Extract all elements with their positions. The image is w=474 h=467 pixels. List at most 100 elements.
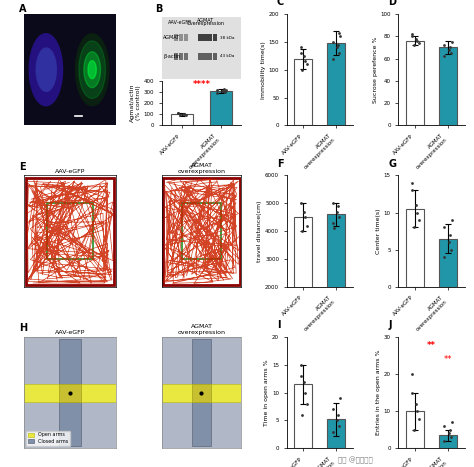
- Point: [297, 44, 304, 51]
- Bar: [59, 393, 81, 446]
- Point: [300, 208, 308, 215]
- Text: B: B: [155, 5, 163, 14]
- Point: [335, 30, 343, 37]
- Point: [303, 222, 310, 229]
- Text: β-actin: β-actin: [163, 54, 180, 59]
- Point: [445, 430, 453, 437]
- Text: AGMAT: AGMAT: [197, 18, 214, 23]
- Text: AAV-eGFP: AAV-eGFP: [168, 20, 192, 25]
- Point: [410, 224, 418, 231]
- Point: [297, 372, 304, 380]
- Polygon shape: [36, 48, 56, 91]
- Text: I: I: [277, 320, 280, 330]
- Bar: [174, 34, 178, 41]
- Point: [413, 408, 420, 415]
- Point: [303, 400, 310, 408]
- Bar: [24, 384, 116, 402]
- Point: [409, 179, 416, 187]
- Text: E: E: [19, 162, 26, 172]
- Point: [221, 85, 228, 93]
- Y-axis label: Sucrose perefence %: Sucrose perefence %: [373, 36, 377, 103]
- Bar: [210, 91, 232, 125]
- Point: [330, 225, 337, 232]
- Polygon shape: [84, 52, 100, 88]
- Bar: [327, 214, 346, 342]
- Bar: [199, 52, 203, 60]
- Bar: [327, 419, 346, 448]
- Point: [410, 42, 418, 49]
- Point: [412, 201, 419, 209]
- Point: [328, 406, 336, 413]
- Bar: [439, 435, 457, 448]
- Point: [440, 42, 448, 49]
- Bar: [179, 52, 183, 60]
- Point: [446, 44, 454, 51]
- Bar: [179, 34, 183, 41]
- Point: [410, 426, 418, 433]
- Point: [333, 208, 341, 215]
- Bar: [184, 52, 188, 60]
- Bar: [208, 34, 212, 41]
- Point: [441, 437, 448, 445]
- Point: [334, 41, 342, 49]
- Point: [328, 38, 336, 46]
- Point: [177, 112, 184, 119]
- Text: D: D: [389, 0, 397, 7]
- Bar: [406, 41, 424, 125]
- Point: [448, 38, 456, 46]
- Point: [333, 417, 341, 424]
- Text: 知乎 @脑声常谈: 知乎 @脑声常谈: [338, 457, 373, 464]
- Point: [299, 66, 306, 73]
- Point: [213, 86, 220, 94]
- Bar: [174, 52, 178, 60]
- Point: [447, 246, 455, 254]
- Bar: [192, 384, 211, 402]
- Y-axis label: Center time(s): Center time(s): [376, 208, 381, 254]
- Point: [329, 55, 337, 62]
- Bar: [182, 203, 221, 259]
- Point: [301, 57, 309, 65]
- Bar: [327, 43, 346, 125]
- Point: [448, 418, 456, 426]
- Point: [297, 199, 304, 207]
- Point: [301, 389, 309, 396]
- Point: [219, 88, 226, 95]
- Point: [440, 422, 448, 430]
- Text: **: **: [427, 341, 436, 350]
- Text: Overexpression: Overexpression: [187, 21, 225, 26]
- Title: AGMAT
overexpression: AGMAT overexpression: [177, 163, 226, 174]
- Point: [415, 39, 422, 47]
- Point: [447, 49, 455, 57]
- Bar: [162, 384, 241, 402]
- Point: [180, 111, 188, 118]
- Polygon shape: [29, 34, 63, 106]
- Point: [447, 433, 455, 441]
- Bar: [203, 34, 208, 41]
- Point: [333, 44, 341, 51]
- Point: [213, 89, 221, 97]
- Point: [409, 370, 416, 378]
- Point: [329, 428, 337, 435]
- Bar: [192, 393, 211, 446]
- Point: [448, 216, 456, 224]
- Text: C: C: [277, 0, 284, 7]
- Point: [412, 35, 419, 42]
- Point: [221, 88, 228, 96]
- Point: [299, 227, 306, 235]
- Point: [441, 53, 448, 60]
- Text: F: F: [277, 159, 283, 169]
- Bar: [208, 52, 212, 60]
- Point: [301, 213, 309, 221]
- Bar: [184, 34, 188, 41]
- Point: [297, 361, 304, 368]
- Text: A: A: [19, 4, 27, 14]
- Point: [412, 400, 419, 408]
- Bar: [294, 217, 312, 342]
- Text: H: H: [19, 323, 27, 333]
- Point: [222, 86, 229, 93]
- Y-axis label: Entries in the open arms %: Entries in the open arms %: [376, 350, 381, 435]
- Bar: [213, 34, 218, 41]
- Bar: [294, 384, 312, 448]
- Point: [179, 110, 186, 117]
- Y-axis label: Time in open arms %: Time in open arms %: [264, 359, 269, 426]
